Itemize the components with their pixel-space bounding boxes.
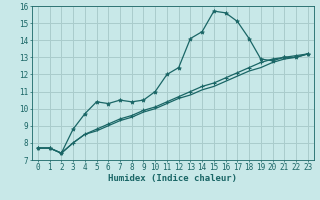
X-axis label: Humidex (Indice chaleur): Humidex (Indice chaleur): [108, 174, 237, 183]
